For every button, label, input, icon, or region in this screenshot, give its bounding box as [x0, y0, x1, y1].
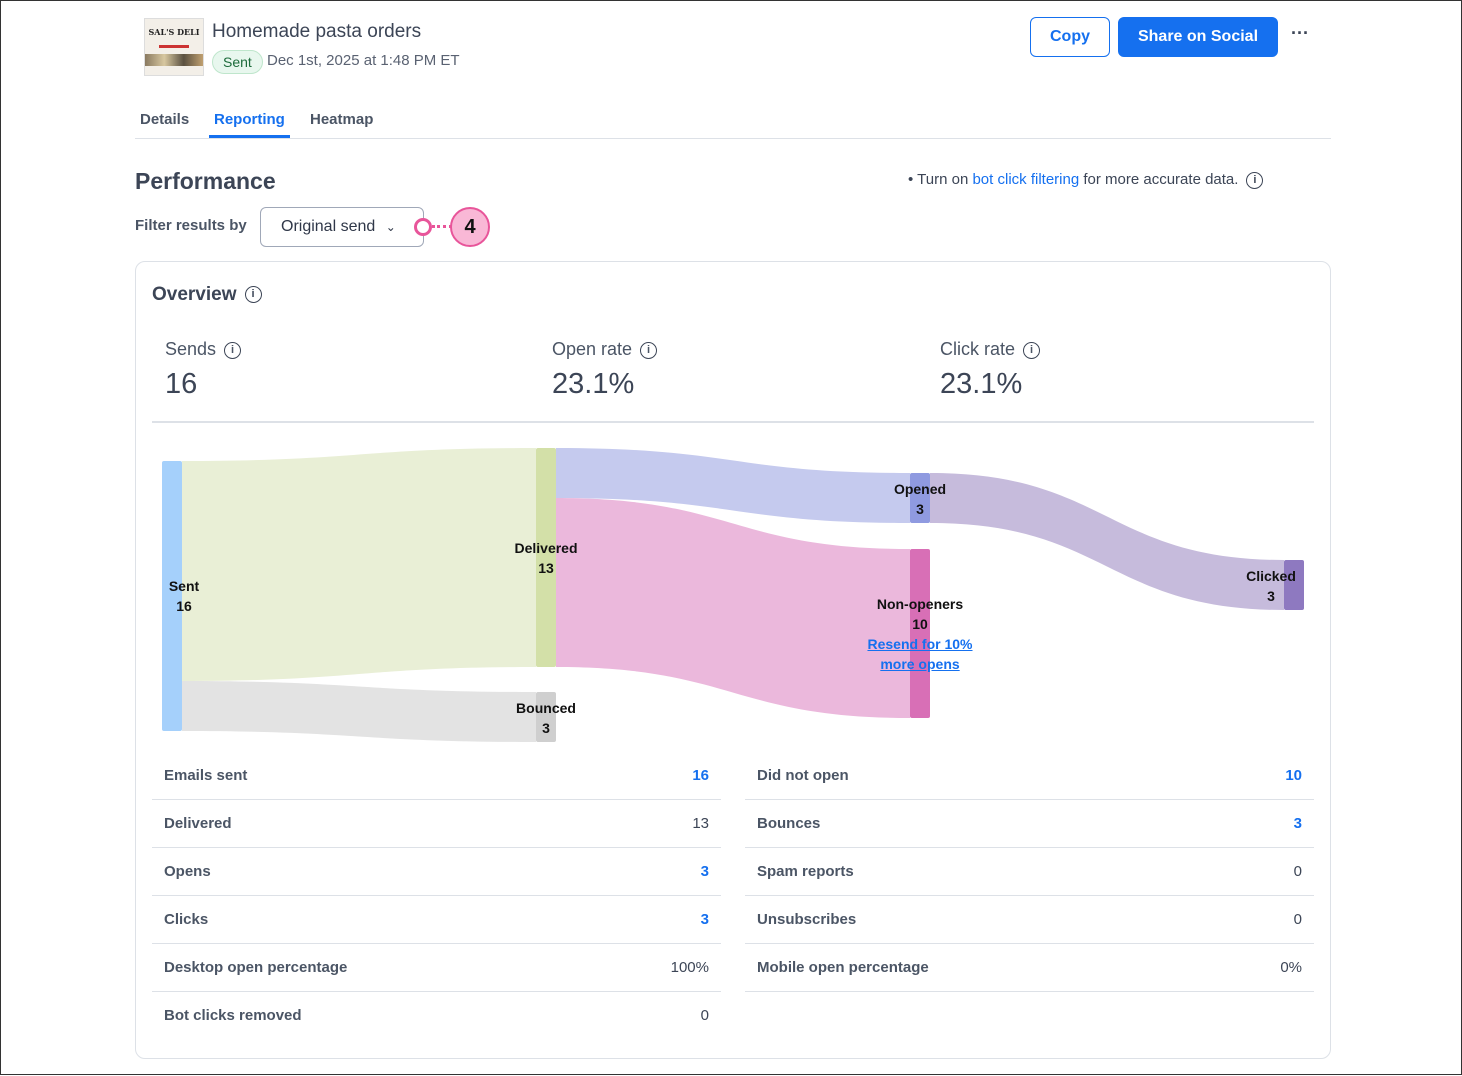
- share-on-social-button[interactable]: Share on Social: [1118, 17, 1278, 57]
- info-icon[interactable]: i: [224, 341, 242, 359]
- stat-row: Spam reports 0: [745, 848, 1314, 896]
- stat-label: Unsubscribes: [757, 911, 857, 928]
- stat-value[interactable]: 3: [700, 911, 709, 928]
- annotation-connector: [432, 225, 452, 228]
- stat-row: Unsubscribes 0: [745, 896, 1314, 944]
- node-non-openers: [910, 549, 930, 718]
- note-pre: Turn on: [917, 171, 969, 188]
- stat-row: Delivered 13: [152, 800, 721, 848]
- annotation-marker: 4: [450, 207, 490, 247]
- info-icon[interactable]: i: [640, 341, 658, 359]
- tab-details[interactable]: Details: [140, 111, 190, 128]
- stat-row: Bounces 3: [745, 800, 1314, 848]
- thumbnail-logo: SAL'S DELI: [148, 27, 200, 37]
- stat-label: Mobile open percentage: [757, 959, 929, 976]
- stat-value: 0: [700, 1007, 709, 1024]
- stat-label: Bounces: [757, 815, 821, 832]
- annotation-ring: [414, 218, 432, 236]
- stat-value: 0%: [1280, 959, 1302, 976]
- stat-row: Clicks 3: [152, 896, 721, 944]
- stat-row: Opens 3: [152, 848, 721, 896]
- node-label-bounced: Bounced 3: [516, 700, 576, 736]
- stat-row: Emails sent 16: [152, 752, 721, 800]
- stat-row: Bot clicks removed 0: [152, 992, 721, 1040]
- node-label-opened: Opened 3: [893, 481, 947, 517]
- flow-delivered-non-openers: [556, 498, 910, 718]
- tab-heatmap[interactable]: Heatmap: [310, 111, 374, 128]
- node-label-delivered: Delivered 13: [514, 540, 578, 576]
- stat-value: 13: [692, 815, 709, 832]
- stat-label: Clicks: [164, 911, 209, 928]
- filter-value: Original send: [281, 218, 376, 235]
- kpi-open-rate: Open rate i 23.1%: [552, 339, 658, 401]
- stat-label: Opens: [164, 863, 211, 880]
- stat-value: 0: [1293, 911, 1302, 928]
- overview-title: Overview i: [152, 284, 262, 306]
- node-opened: [910, 473, 930, 523]
- node-clicked: [1284, 560, 1304, 610]
- copy-button[interactable]: Copy: [1030, 17, 1110, 57]
- stat-label: Did not open: [757, 767, 849, 784]
- stat-label: Desktop open percentage: [164, 959, 348, 976]
- stat-label: Delivered: [164, 815, 232, 832]
- node-sent: [162, 461, 182, 731]
- info-icon[interactable]: i: [1246, 171, 1264, 189]
- node-bounced: [536, 692, 556, 742]
- tab-bar: Details Reporting Heatmap: [135, 101, 1331, 139]
- stat-label: Spam reports: [757, 863, 854, 880]
- node-label-non-openers: Non-openers 10 Resend for 10% more opens: [867, 596, 973, 672]
- stat-label: Bot clicks removed: [164, 1007, 302, 1024]
- stat-value: 100%: [670, 959, 709, 976]
- node-delivered: [536, 448, 556, 667]
- tab-reporting[interactable]: Reporting: [209, 111, 290, 138]
- flow-sent-bounced: [182, 681, 536, 742]
- node-label-clicked: Clicked 3: [1246, 568, 1296, 604]
- stat-label: Emails sent: [164, 767, 248, 784]
- stat-row: Did not open 10: [745, 752, 1314, 800]
- stat-value[interactable]: 16: [692, 767, 709, 784]
- info-icon[interactable]: i: [1023, 341, 1041, 359]
- flow-opened-clicked: [930, 473, 1284, 610]
- stat-value[interactable]: 3: [1293, 815, 1302, 832]
- stat-value[interactable]: 3: [700, 863, 709, 880]
- node-label-sent: Sent 16: [168, 578, 200, 614]
- note-post: for more accurate data.: [1083, 171, 1239, 188]
- email-title: Homemade pasta orders: [212, 21, 422, 42]
- stat-row: Desktop open percentage 100%: [152, 944, 721, 992]
- resend-link[interactable]: Resend for 10% more opens: [867, 636, 973, 672]
- overview-card: [135, 261, 1331, 1059]
- divider: [152, 421, 1314, 423]
- kpi-sends: Sends i 16: [165, 339, 242, 401]
- stat-row: Mobile open percentage 0%: [745, 944, 1314, 992]
- stat-value: 0: [1293, 863, 1302, 880]
- bot-click-filtering-link[interactable]: bot click filtering: [972, 171, 1080, 188]
- kpi-click-rate: Click rate i 23.1%: [940, 339, 1041, 401]
- page-title: Performance: [135, 168, 276, 194]
- chevron-down-icon: ⌄: [385, 220, 396, 234]
- sent-date: Dec 1st, 2025 at 1:48 PM ET: [267, 52, 460, 69]
- more-options-icon[interactable]: ···: [1291, 23, 1309, 43]
- email-thumbnail[interactable]: SAL'S DELI: [144, 18, 204, 76]
- info-icon[interactable]: i: [244, 286, 262, 304]
- stat-value[interactable]: 10: [1285, 767, 1302, 784]
- filter-label: Filter results by: [135, 217, 247, 234]
- flow-delivered-opened: [556, 448, 910, 523]
- status-badge: Sent: [212, 50, 263, 74]
- flow-sent-delivered: [182, 448, 536, 681]
- bot-filter-note: • Turn on bot click filtering for more a…: [908, 171, 1264, 189]
